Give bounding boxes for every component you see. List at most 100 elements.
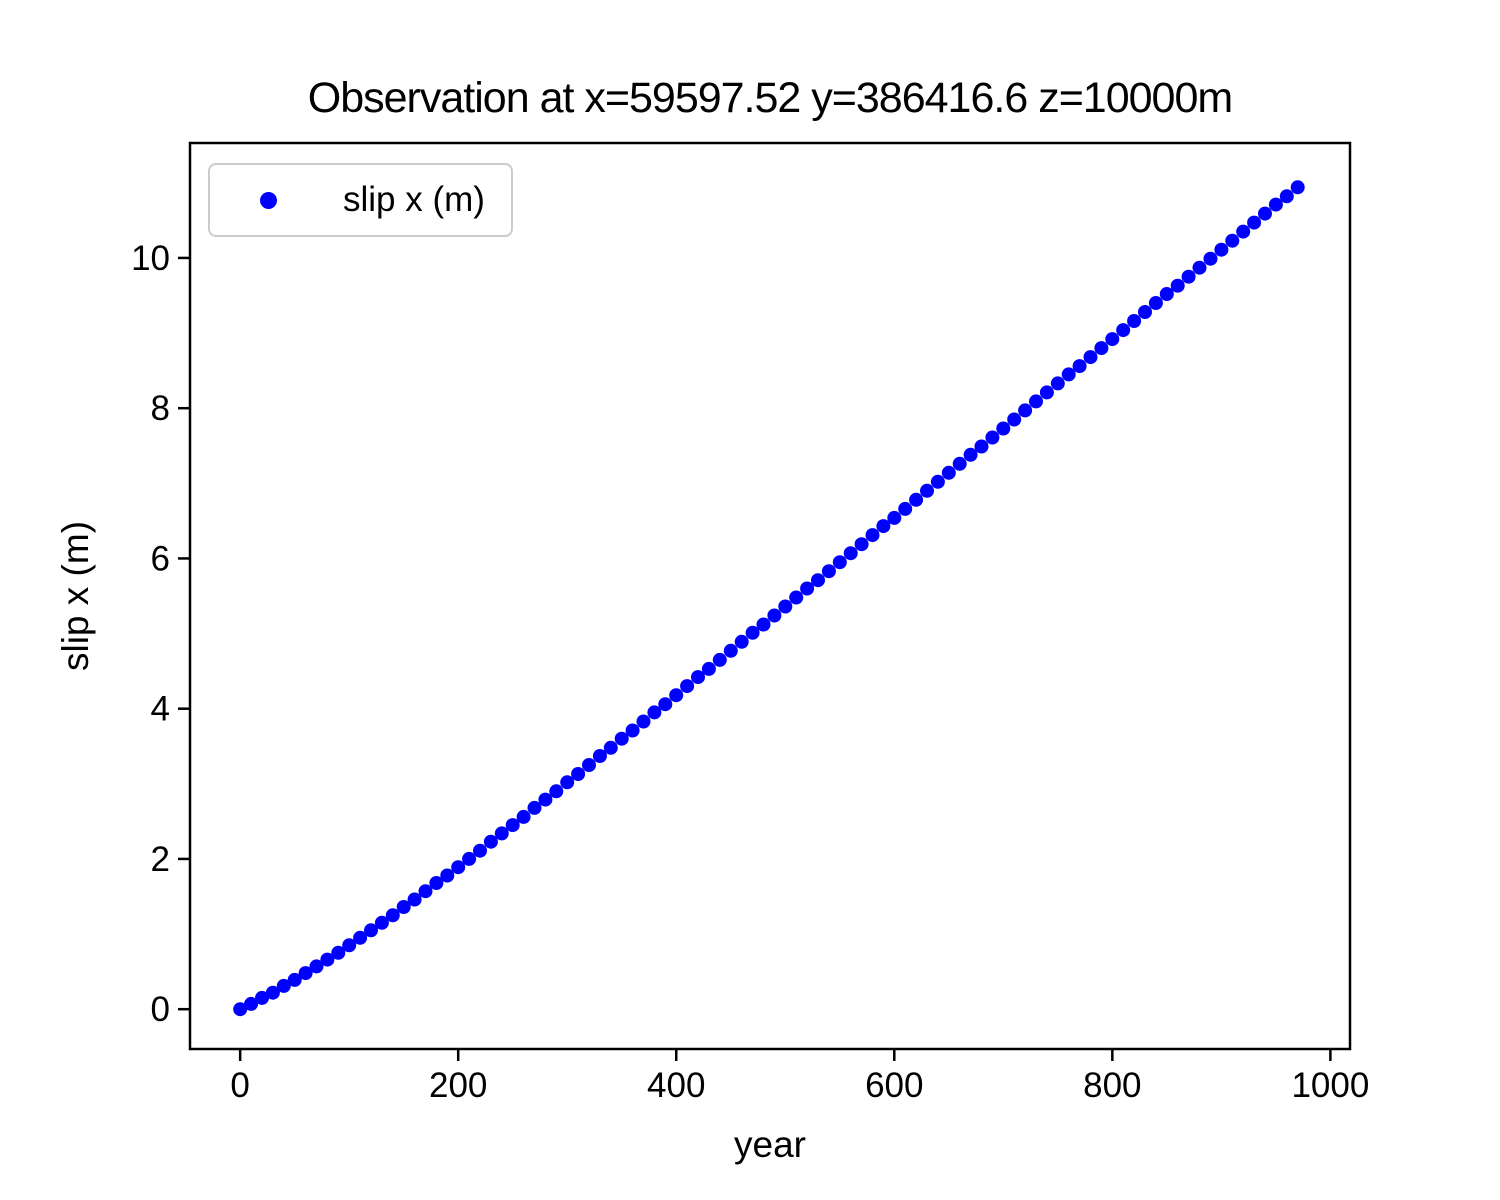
data-point bbox=[1159, 287, 1174, 301]
x-tick-label: 600 bbox=[865, 1066, 923, 1105]
data-point bbox=[1061, 367, 1076, 382]
data-point bbox=[1072, 359, 1087, 374]
data-point bbox=[1258, 206, 1272, 221]
data-point bbox=[691, 670, 705, 685]
data-point bbox=[920, 483, 934, 498]
data-point bbox=[778, 599, 793, 614]
data-point bbox=[941, 465, 956, 480]
data-point bbox=[1181, 269, 1196, 284]
data-point bbox=[1105, 332, 1120, 347]
data-point bbox=[756, 617, 771, 632]
data-point bbox=[745, 625, 760, 640]
data-point bbox=[800, 581, 815, 596]
data-point bbox=[549, 784, 564, 799]
data-point bbox=[473, 843, 487, 858]
data-point bbox=[494, 826, 509, 841]
data-point bbox=[1094, 341, 1109, 356]
data-point bbox=[952, 456, 967, 471]
data-point bbox=[1029, 394, 1043, 409]
data-point bbox=[309, 959, 324, 974]
data-point bbox=[582, 758, 596, 772]
data-point bbox=[658, 697, 673, 712]
data-point bbox=[353, 930, 368, 945]
data-point bbox=[1247, 215, 1262, 230]
data-point bbox=[418, 884, 433, 899]
data-point bbox=[429, 876, 444, 890]
axes-frame bbox=[188, 141, 1352, 1051]
data-point bbox=[1192, 260, 1207, 275]
data-point bbox=[1127, 314, 1142, 328]
data-point bbox=[331, 945, 346, 960]
data-point bbox=[712, 652, 727, 667]
data-point bbox=[647, 705, 662, 720]
data-point bbox=[843, 546, 858, 561]
data-point bbox=[298, 966, 313, 981]
data-point bbox=[407, 892, 422, 907]
data-point bbox=[701, 661, 716, 676]
data-point bbox=[265, 985, 280, 1000]
data-point bbox=[255, 990, 269, 1005]
data-point bbox=[1018, 403, 1033, 418]
data-point bbox=[233, 1002, 248, 1017]
x-tick-label: 200 bbox=[429, 1066, 487, 1105]
chart-title: Observation at x=59597.52 y=386416.6 z=1… bbox=[307, 74, 1233, 122]
data-point bbox=[1083, 350, 1098, 365]
x-tick-label: 0 bbox=[230, 1066, 249, 1105]
x-tick-labels: 0 200 400 600 800 1000 bbox=[230, 1066, 1369, 1105]
data-point bbox=[527, 800, 542, 815]
data-point bbox=[440, 868, 455, 883]
data-point bbox=[244, 996, 259, 1011]
data-point bbox=[876, 519, 891, 534]
data-point bbox=[592, 749, 607, 763]
data-point bbox=[451, 860, 466, 875]
x-tick-label: 400 bbox=[647, 1066, 705, 1105]
data-point bbox=[669, 688, 684, 703]
data-point bbox=[614, 731, 629, 746]
data-point bbox=[832, 555, 847, 570]
data-point bbox=[1214, 242, 1229, 257]
y-tick-label: 8 bbox=[151, 389, 170, 428]
data-point bbox=[505, 818, 520, 833]
y-tick-label: 10 bbox=[131, 239, 170, 278]
data-point bbox=[1138, 305, 1152, 319]
data-point bbox=[1268, 197, 1283, 212]
data-point bbox=[374, 915, 389, 930]
data-point bbox=[811, 573, 825, 588]
data-series-slip-x bbox=[233, 180, 1305, 1017]
data-point bbox=[1116, 323, 1131, 338]
data-point bbox=[974, 439, 989, 454]
data-point bbox=[821, 564, 836, 579]
data-point bbox=[1039, 385, 1054, 400]
data-point bbox=[854, 537, 869, 552]
data-point bbox=[734, 634, 749, 649]
y-tick-label: 0 bbox=[151, 990, 170, 1029]
y-tick-labels: 0 2 4 6 8 10 bbox=[131, 239, 170, 1029]
x-ticks bbox=[238, 1049, 1332, 1061]
data-point bbox=[1279, 189, 1294, 204]
data-point bbox=[1050, 376, 1065, 391]
data-point bbox=[887, 510, 902, 525]
data-point bbox=[625, 723, 640, 738]
data-point bbox=[1007, 412, 1022, 427]
data-point bbox=[385, 908, 400, 923]
legend-label: slip x (m) bbox=[343, 180, 485, 219]
data-point bbox=[483, 834, 498, 849]
data-point bbox=[909, 492, 924, 507]
data-point bbox=[767, 608, 782, 623]
x-tick-label: 1000 bbox=[1291, 1066, 1369, 1105]
data-point bbox=[789, 590, 804, 605]
data-point bbox=[538, 792, 553, 807]
data-point bbox=[996, 421, 1011, 436]
data-point bbox=[1236, 224, 1251, 239]
data-point bbox=[898, 501, 913, 516]
x-axis-label: year bbox=[734, 1124, 806, 1165]
data-point bbox=[865, 528, 880, 543]
data-point bbox=[516, 809, 531, 824]
data-point bbox=[723, 643, 738, 658]
data-point bbox=[680, 679, 695, 694]
data-point bbox=[320, 952, 335, 967]
y-tick-label: 4 bbox=[151, 690, 170, 729]
data-point bbox=[276, 978, 291, 993]
